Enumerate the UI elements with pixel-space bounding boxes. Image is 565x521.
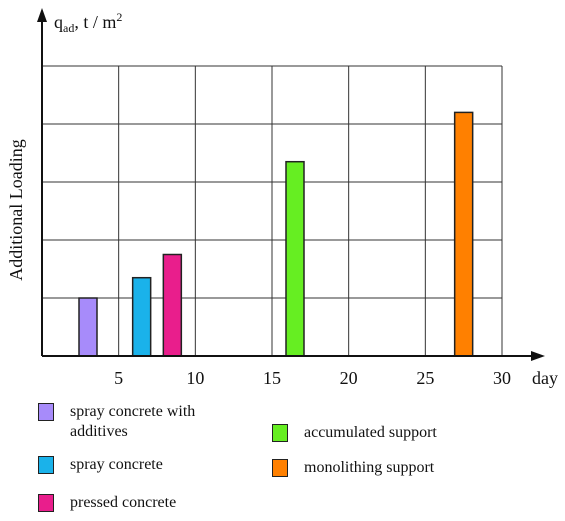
x-tick-label: 5 [114, 368, 123, 388]
x-tick-label: 30 [493, 368, 511, 388]
legend-swatch [272, 459, 288, 477]
legend-swatch [38, 456, 54, 474]
x-tick-label: 10 [186, 368, 204, 388]
bar [131, 276, 152, 357]
bar [453, 111, 474, 357]
legend-swatch [272, 424, 288, 442]
x-tick-label: 20 [340, 368, 358, 388]
legend-label: monolithing support [304, 459, 435, 476]
bar [78, 297, 98, 357]
legend-label: spray concrete with additives [70, 403, 196, 440]
x-tick-label: 25 [416, 368, 434, 388]
legend-label: pressed concrete [70, 494, 177, 511]
legend-label: spray concrete [70, 456, 163, 473]
legend-item: monolithing support [272, 458, 434, 478]
bar [285, 160, 305, 357]
y-axis-title: qad, t / m2 [54, 10, 122, 35]
y-axis-label: Additional Loading [6, 139, 26, 280]
y-axis-arrow-icon [37, 8, 47, 22]
x-axis-label: day [532, 368, 558, 388]
legend-item: spray concrete [38, 455, 163, 475]
x-tick-labels: 5 10 15 20 25 30 [114, 368, 511, 388]
x-tick-label: 15 [263, 368, 281, 388]
legend-item: spray concrete with additives [38, 402, 195, 442]
legend-item: accumulated support [272, 423, 437, 443]
bar [162, 253, 183, 357]
legend-swatch [38, 494, 54, 512]
axes [37, 8, 545, 361]
legend-item: pressed concrete [38, 493, 176, 513]
legend-label: accumulated support [304, 424, 437, 441]
x-axis-arrow-icon [531, 351, 545, 361]
grid [41, 65, 503, 357]
legend-swatch [38, 403, 54, 421]
bars [78, 111, 474, 357]
